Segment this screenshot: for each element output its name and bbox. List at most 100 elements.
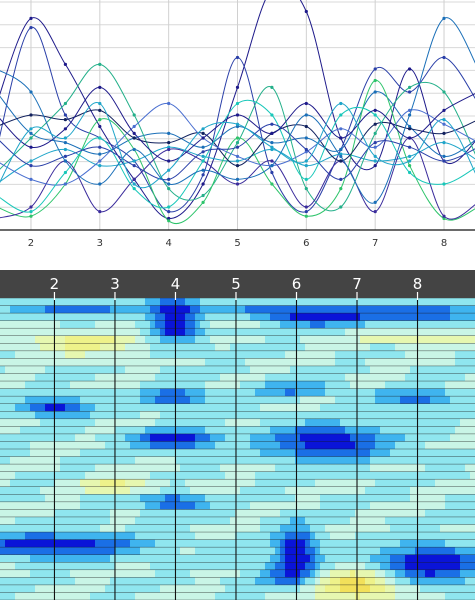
heatmap-cell [250, 554, 256, 563]
heatmap-cell [255, 486, 261, 495]
heatmap-cell [360, 539, 366, 548]
heatmap-cell [445, 577, 451, 586]
heatmap-cell [405, 418, 411, 427]
heatmap-cell [370, 335, 376, 344]
heatmap-cell [25, 313, 31, 322]
heatmap-cell [370, 313, 376, 322]
heatmap-cell [35, 433, 41, 443]
heatmap-cell [440, 305, 446, 314]
heatmap-cell [145, 373, 151, 382]
heatmap-cell [220, 486, 226, 495]
heatmap-cell [90, 532, 96, 541]
heatmap-cell [260, 562, 266, 571]
heatmap-cell [345, 516, 351, 526]
heatmap-cell [15, 396, 21, 405]
heatmap-cell [335, 577, 341, 586]
heatmap-cell [170, 358, 176, 367]
heatmap-cell [435, 358, 441, 367]
heatmap-cell [10, 486, 16, 495]
heatmap-cell [140, 584, 146, 594]
heatmap-cell [275, 298, 281, 307]
heatmap-cell [90, 501, 96, 510]
heatmap-cell [300, 532, 306, 541]
heatmap-cell [390, 335, 396, 344]
heatmap-cell [70, 388, 76, 397]
heatmap-cell [300, 592, 306, 600]
heatmap-cell [325, 584, 331, 594]
heatmap-cell [180, 426, 186, 435]
heatmap-cell [285, 577, 291, 586]
heatmap-cell [435, 305, 441, 314]
heatmap-cell [275, 388, 281, 397]
heatmap-cell [250, 426, 256, 435]
heatmap-cell [180, 532, 186, 541]
heatmap-cell [45, 373, 51, 382]
heatmap-cell [455, 350, 461, 359]
heatmap-cell [165, 494, 171, 503]
heatmap-cell [410, 524, 416, 533]
heatmap-cell [225, 547, 231, 556]
heatmap-cell [220, 509, 226, 518]
heatmap-cell [5, 562, 11, 571]
heatmap-cell [455, 388, 461, 397]
heatmap-cell [385, 328, 391, 337]
heatmap-cell [165, 584, 171, 594]
heatmap-cell [250, 298, 256, 307]
heatmap-cell [210, 547, 216, 556]
heatmap-cell [65, 479, 71, 488]
heatmap-cell [400, 358, 406, 367]
heatmap-cell [135, 494, 141, 503]
heatmap-cell [290, 471, 296, 480]
heatmap-cell [460, 335, 466, 344]
heatmap-cell [330, 403, 336, 412]
data-point [373, 113, 377, 117]
heatmap-cell [350, 464, 356, 473]
heatmap-cell [75, 516, 81, 526]
heatmap-cell [435, 418, 441, 427]
heatmap-cell [175, 433, 181, 443]
heatmap-cell [345, 464, 351, 473]
heatmap-cell [305, 373, 311, 382]
heatmap-cell [110, 350, 116, 359]
heatmap-cell [280, 426, 286, 435]
heatmap-cell [445, 584, 451, 594]
heatmap-cell [40, 335, 46, 344]
heatmap-cell [265, 403, 271, 412]
heatmap-cell [115, 358, 121, 367]
heatmap-cell [295, 343, 301, 352]
heatmap-cell [10, 509, 16, 518]
heatmap-cell [215, 494, 221, 503]
heatmap-cell [170, 562, 176, 571]
heatmap-cell [105, 554, 111, 563]
heatmap-cell [255, 516, 261, 526]
heatmap-cell [340, 569, 346, 578]
data-point [304, 147, 308, 152]
heatmap-cell [220, 396, 226, 405]
heatmap-cell [370, 562, 376, 571]
heatmap-cell [190, 592, 196, 600]
heatmap-cell [225, 388, 231, 397]
heatmap-cell [30, 358, 36, 367]
heatmap-cell [70, 365, 76, 375]
heatmap-cell [145, 486, 151, 495]
heatmap-cell [20, 456, 26, 465]
heatmap-cell [220, 298, 226, 307]
heatmap-cell [340, 449, 346, 458]
heatmap-cell [65, 358, 71, 367]
heatmap-cell [20, 554, 26, 563]
heatmap-cell [365, 328, 371, 337]
heatmap-cell [50, 298, 56, 307]
heatmap-cell [455, 532, 461, 541]
heatmap-cell [100, 562, 106, 571]
heatmap-cell [75, 441, 81, 450]
data-point [167, 168, 171, 172]
heatmap-cell [195, 373, 201, 382]
data-point [63, 141, 67, 145]
heatmap-cell [390, 569, 396, 578]
heatmap-cell [365, 509, 371, 518]
heatmap-cell [210, 471, 216, 480]
heatmap-cell [95, 388, 101, 397]
heatmap-cell [280, 441, 286, 450]
data-point [408, 85, 412, 89]
heatmap-cell [255, 441, 261, 450]
